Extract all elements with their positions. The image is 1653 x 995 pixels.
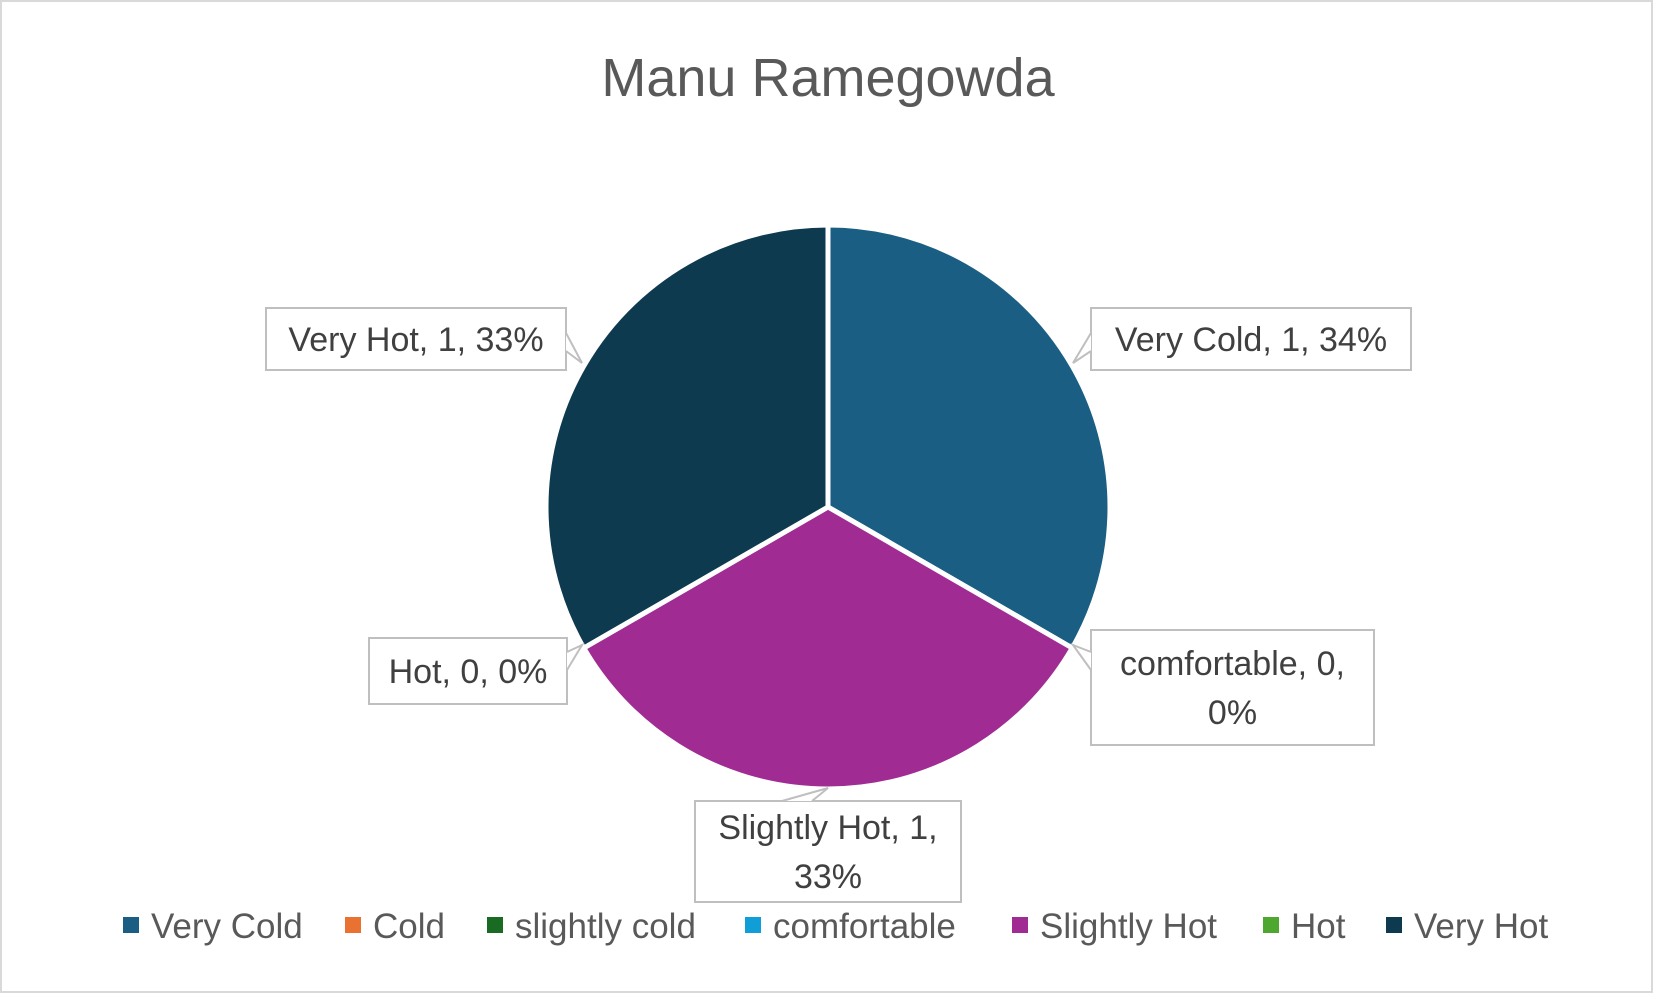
legend-item-comfortable: comfortable (745, 907, 956, 946)
legend-swatch (745, 917, 761, 933)
legend: Very Cold Cold slightly cold comfortable Sli… (123, 907, 1548, 946)
data-label-comfortable: comfortable, 0, 0% (1070, 629, 1375, 746)
data-label-pointer (565, 332, 583, 364)
legend-swatch (1263, 917, 1279, 933)
data-label-slightly-hot: Slightly Hot, 1, 33% (694, 787, 962, 903)
data-label-text: comfortable, 0, (1120, 645, 1345, 683)
pie-slice-very-cold (825, 222, 1113, 651)
legend-item-hot: Hot (1263, 907, 1346, 946)
legend-label: Very Cold (151, 907, 303, 946)
data-label-pointer (1070, 642, 1092, 671)
legend-label: Cold (373, 907, 445, 946)
legend-swatch (1012, 917, 1028, 933)
data-label-hot: Hot, 0, 0% (368, 637, 585, 705)
legend-item-very-hot: Very Hot (1386, 907, 1548, 946)
legend-label: Very Hot (1414, 907, 1548, 946)
legend-swatch (123, 917, 139, 933)
data-label-box (1090, 629, 1375, 746)
legend-label: comfortable (773, 907, 956, 946)
data-label-box (265, 307, 567, 371)
data-label-pointer (781, 787, 829, 802)
pie-slices (543, 222, 1113, 792)
data-label-text: Hot, 0, 0% (389, 653, 548, 691)
pie-slice-very-hot (543, 222, 831, 651)
data-label-pointer (566, 642, 585, 671)
legend-item-very-cold: Very Cold (123, 907, 303, 946)
data-label-text: Slightly Hot, 1, (718, 809, 937, 847)
legend-swatch (1386, 917, 1402, 933)
data-label-box (368, 637, 568, 705)
data-label-very-hot: Very Hot, 1, 33% (265, 307, 583, 371)
data-label-text: 0% (1208, 694, 1257, 732)
legend-swatch (487, 917, 503, 933)
data-label-box (1090, 307, 1412, 371)
legend-item-slightly-hot: Slightly Hot (1012, 907, 1217, 946)
data-labels: Very Cold, 1, 34% comfortable, 0, 0% Slight… (265, 307, 1412, 903)
data-label-text: Very Hot, 1, 33% (288, 321, 543, 359)
legend-swatch (345, 917, 361, 933)
data-label-text: Very Cold, 1, 34% (1115, 321, 1387, 359)
data-label-text: 33% (794, 858, 862, 896)
data-label-box (694, 800, 962, 903)
legend-item-cold: Cold (345, 907, 445, 946)
legend-item-slightly-cold: slightly cold (487, 907, 696, 946)
data-label-pointer (1072, 332, 1092, 364)
data-label-very-cold: Very Cold, 1, 34% (1072, 307, 1412, 371)
chart-title: Manu Ramegowda (601, 48, 1055, 108)
legend-label: Slightly Hot (1040, 907, 1217, 946)
legend-label: Hot (1291, 907, 1346, 946)
legend-label: slightly cold (515, 907, 696, 946)
